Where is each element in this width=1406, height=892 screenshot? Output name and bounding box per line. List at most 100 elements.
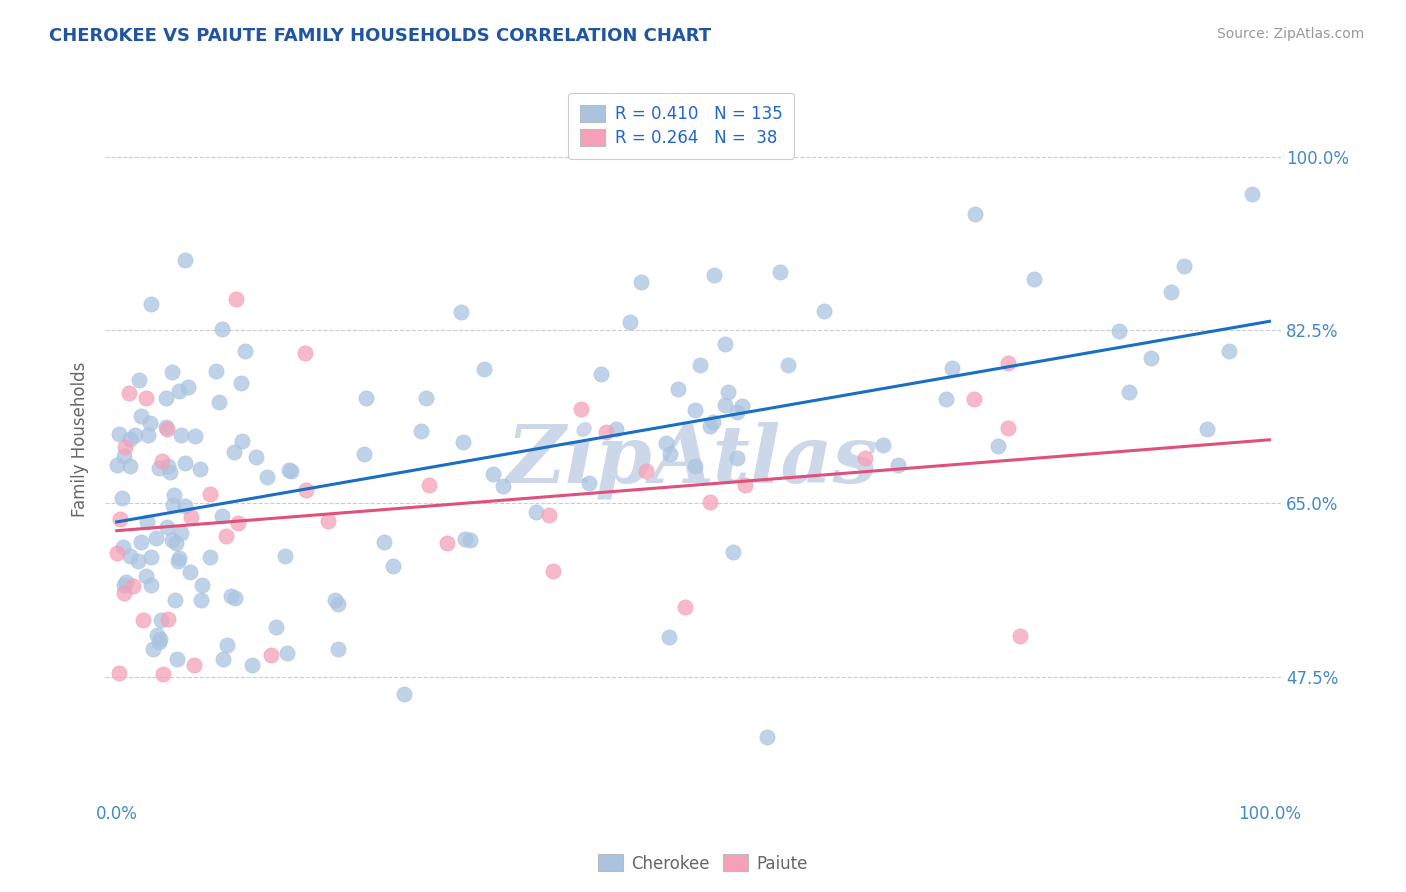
Point [157, 612, 180, 626]
Point [177, 380, 200, 394]
Point [260, 648, 283, 662]
Point [987, 439, 1010, 453]
Legend: R = 0.410   N = 135, R = 0.264   N =  38: R = 0.410 N = 135, R = 0.264 N = 38 [568, 93, 794, 159]
Point [699, 495, 721, 509]
Point [204, 364, 226, 378]
Point [472, 362, 495, 376]
Point [1108, 324, 1130, 338]
Point [941, 361, 963, 376]
Point [482, 467, 505, 481]
Point [703, 268, 725, 282]
Point [328, 641, 350, 656]
Point [689, 359, 711, 373]
Point [145, 532, 167, 546]
Point [148, 635, 170, 649]
Point [225, 292, 247, 306]
Point [373, 535, 395, 549]
Point [699, 418, 721, 433]
Point [108, 427, 131, 442]
Point [110, 512, 132, 526]
Point [636, 464, 658, 478]
Point [1139, 351, 1161, 365]
Point [294, 346, 316, 360]
Point [1241, 187, 1264, 202]
Point [167, 550, 190, 565]
Point [1160, 285, 1182, 300]
Point [756, 730, 779, 744]
Point [156, 520, 179, 534]
Point [997, 421, 1019, 435]
Point [382, 559, 405, 574]
Text: Source: ZipAtlas.com: Source: ZipAtlas.com [1216, 27, 1364, 41]
Point [122, 579, 145, 593]
Point [655, 435, 678, 450]
Point [149, 632, 172, 646]
Point [118, 458, 141, 473]
Point [141, 550, 163, 565]
Point [165, 536, 187, 550]
Point [198, 549, 221, 564]
Point [524, 505, 547, 519]
Point [714, 398, 737, 412]
Point [135, 515, 157, 529]
Point [935, 392, 957, 406]
Point [280, 464, 302, 478]
Point [138, 417, 160, 431]
Point [450, 305, 472, 319]
Point [120, 432, 142, 446]
Point [149, 613, 172, 627]
Point [136, 428, 159, 442]
Point [166, 652, 188, 666]
Point [114, 574, 136, 589]
Point [997, 356, 1019, 370]
Point [776, 359, 799, 373]
Point [191, 577, 214, 591]
Point [215, 638, 238, 652]
Point [211, 509, 233, 524]
Point [887, 458, 910, 472]
Point [162, 498, 184, 512]
Point [411, 425, 433, 439]
Point [167, 554, 190, 568]
Point [683, 459, 706, 474]
Point [128, 373, 150, 387]
Point [683, 403, 706, 417]
Point [118, 549, 141, 563]
Point [231, 376, 253, 391]
Point [458, 533, 481, 547]
Point [353, 446, 375, 460]
Point [142, 642, 165, 657]
Point [150, 454, 173, 468]
Point [541, 564, 564, 578]
Y-axis label: Family Households: Family Households [72, 361, 89, 516]
Point [108, 666, 131, 681]
Point [1173, 259, 1195, 273]
Point [354, 391, 377, 405]
Point [163, 592, 186, 607]
Point [731, 400, 754, 414]
Point [222, 445, 245, 459]
Point [872, 438, 894, 452]
Point [659, 447, 682, 461]
Point [169, 384, 191, 398]
Point [118, 386, 141, 401]
Point [240, 658, 263, 673]
Point [277, 463, 299, 477]
Point [112, 449, 135, 463]
Point [148, 460, 170, 475]
Point [215, 529, 238, 543]
Point [1022, 272, 1045, 286]
Point [591, 367, 613, 381]
Point [139, 297, 162, 311]
Point [295, 483, 318, 498]
Point [721, 545, 744, 559]
Point [114, 440, 136, 454]
Point [418, 477, 440, 491]
Point [276, 646, 298, 660]
Point [155, 419, 177, 434]
Point [127, 554, 149, 568]
Point [156, 458, 179, 473]
Point [135, 569, 157, 583]
Legend: Cherokee, Paiute: Cherokee, Paiute [592, 847, 814, 880]
Point [135, 391, 157, 405]
